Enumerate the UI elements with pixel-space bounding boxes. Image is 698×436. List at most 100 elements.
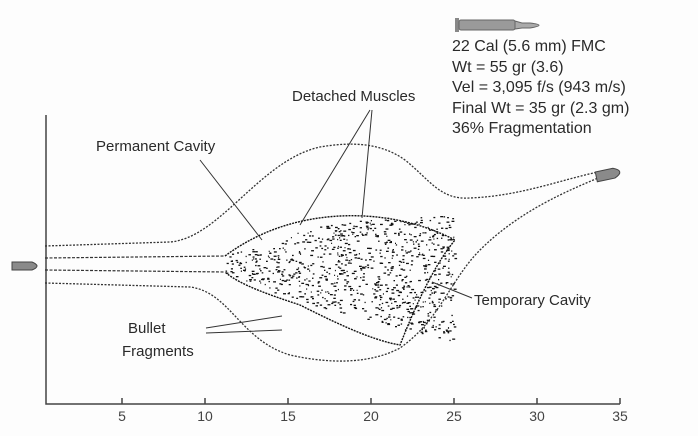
debris-dot	[403, 286, 406, 288]
debris-dot	[269, 252, 272, 254]
debris-dot	[327, 304, 331, 306]
debris-dot	[369, 247, 372, 250]
debris-dot	[307, 284, 310, 287]
debris-dot	[380, 262, 384, 264]
debris-dot	[272, 272, 274, 275]
debris-dot	[432, 324, 434, 327]
debris-dot	[408, 224, 411, 226]
debris-dot	[411, 255, 414, 257]
debris-dot	[343, 289, 347, 291]
debris-dot	[380, 255, 383, 258]
cartridge-specs: 22 Cal (5.6 mm) FMC Wt = 55 gr (3.6) Vel…	[452, 37, 629, 140]
debris-dot	[356, 289, 358, 291]
debris-dot	[433, 320, 435, 322]
debris-dot	[341, 263, 343, 265]
debris-dot	[352, 300, 355, 303]
debris-dot	[381, 309, 385, 312]
debris-dot	[348, 234, 350, 237]
debris-dot	[446, 248, 450, 250]
debris-dot	[311, 284, 314, 287]
debris-dot	[312, 302, 315, 305]
debris-dot	[252, 251, 256, 253]
debris-dot	[256, 272, 259, 275]
debris-dot	[411, 260, 414, 262]
debris-dot	[399, 304, 402, 307]
debris-dot	[391, 257, 393, 259]
debris-dot	[450, 283, 453, 285]
debris-dot	[367, 227, 370, 229]
debris-dot	[277, 289, 280, 291]
debris-dot	[407, 324, 410, 326]
debris-dot	[407, 310, 410, 313]
debris-dot	[320, 292, 322, 294]
debris-dot	[323, 253, 326, 255]
debris-dot	[285, 240, 288, 242]
debris-dot	[283, 269, 286, 271]
debris-dot	[304, 248, 306, 250]
debris-dot	[301, 296, 305, 298]
debris-dot	[440, 216, 444, 218]
debris-dot	[338, 255, 341, 257]
debris-dot	[379, 289, 382, 291]
debris-dot	[346, 275, 349, 277]
debris-dot	[350, 303, 353, 306]
debris-dot	[312, 277, 314, 279]
debris-dot	[280, 283, 283, 286]
debris-dot	[427, 320, 430, 322]
debris-dot	[273, 248, 275, 250]
debris-dot	[324, 298, 326, 300]
debris-dot	[395, 326, 397, 328]
debris-dot	[356, 253, 358, 256]
debris-dot	[367, 221, 369, 224]
debris-dot	[289, 260, 291, 263]
debris-dot	[231, 272, 235, 274]
debris-dot	[409, 328, 412, 330]
debris-dot	[433, 238, 435, 240]
debris-dot	[359, 231, 362, 233]
debris-dot	[440, 292, 443, 294]
debris-dot	[231, 263, 234, 265]
debris-dot	[378, 278, 380, 280]
debris-dot	[317, 294, 320, 296]
debris-dot	[429, 311, 432, 314]
debris-dot	[244, 270, 246, 272]
debris-dot	[312, 235, 314, 237]
debris-dot	[362, 308, 365, 310]
debris-dot	[350, 262, 352, 264]
debris-dot	[239, 262, 243, 265]
debris-dot	[372, 229, 374, 232]
debris-dot	[297, 267, 300, 269]
debris-dot	[385, 301, 389, 304]
label-fragments: Fragments	[122, 343, 194, 360]
debris-dot	[335, 285, 337, 287]
debris-dot	[352, 227, 355, 230]
debris-dot	[335, 230, 337, 233]
debris-dot	[333, 285, 336, 287]
debris-dot	[438, 298, 441, 300]
debris-dot	[293, 273, 296, 275]
debris-dot	[355, 225, 358, 228]
debris-dot	[273, 251, 277, 253]
debris-dot	[401, 249, 404, 251]
debris-dot	[244, 268, 247, 270]
debris-dot	[333, 297, 336, 299]
debris-dot	[431, 300, 434, 303]
debris-dot	[391, 222, 393, 224]
debris-dot	[316, 290, 320, 292]
debris-dot	[407, 302, 411, 304]
debris-dot	[384, 257, 386, 259]
debris-dot	[379, 298, 382, 301]
debris-dot	[375, 233, 377, 235]
debris-dot	[324, 245, 327, 247]
debris-dot	[402, 269, 406, 271]
debris-dot	[387, 247, 390, 249]
debris-dot	[337, 245, 339, 248]
debris-dot	[314, 239, 317, 242]
debris-dot	[288, 279, 291, 281]
debris-dot	[410, 234, 412, 236]
debris-dot	[442, 246, 445, 248]
debris-dot	[310, 291, 312, 293]
debris-dot	[424, 272, 426, 274]
debris-dot	[429, 236, 431, 238]
debris-dot	[359, 227, 362, 229]
